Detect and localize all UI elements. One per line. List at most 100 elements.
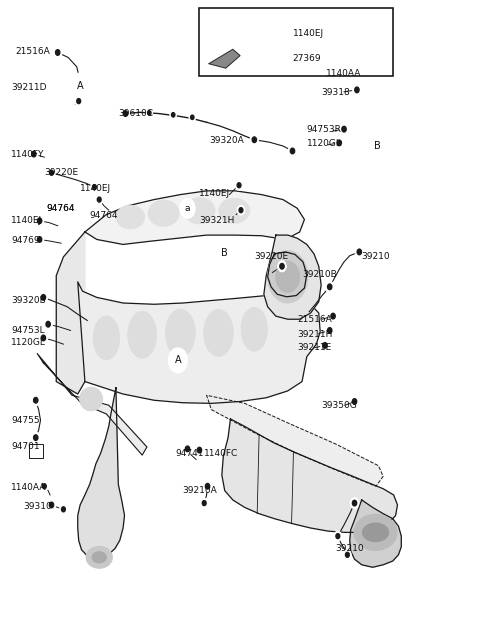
Circle shape xyxy=(357,249,361,255)
Circle shape xyxy=(49,502,54,508)
Text: 39220E: 39220E xyxy=(254,252,288,262)
Circle shape xyxy=(342,126,346,132)
Text: 94755: 94755 xyxy=(11,416,39,424)
Text: 21516A: 21516A xyxy=(16,47,50,56)
Ellipse shape xyxy=(80,387,103,411)
Ellipse shape xyxy=(86,546,112,568)
Circle shape xyxy=(204,14,217,32)
Circle shape xyxy=(77,99,81,103)
Circle shape xyxy=(325,325,334,336)
Text: 39220E: 39220E xyxy=(44,168,78,177)
Circle shape xyxy=(121,108,130,119)
Bar xyxy=(199,8,393,76)
Polygon shape xyxy=(37,354,147,455)
Circle shape xyxy=(49,170,53,175)
Polygon shape xyxy=(85,191,304,244)
Circle shape xyxy=(93,185,96,190)
Polygon shape xyxy=(222,419,397,532)
Circle shape xyxy=(329,310,337,322)
Circle shape xyxy=(37,218,42,223)
Circle shape xyxy=(32,151,36,157)
Circle shape xyxy=(56,49,60,55)
Text: 94741: 94741 xyxy=(176,449,204,458)
Circle shape xyxy=(237,205,245,215)
Circle shape xyxy=(168,348,188,373)
Text: 1140EJ: 1140EJ xyxy=(292,29,324,38)
Text: 39210: 39210 xyxy=(336,544,364,553)
Circle shape xyxy=(278,260,286,272)
Circle shape xyxy=(215,241,234,265)
Circle shape xyxy=(53,47,62,58)
Circle shape xyxy=(335,137,344,148)
Text: 39610C: 39610C xyxy=(118,109,153,118)
Text: 21516A: 21516A xyxy=(297,315,332,324)
Circle shape xyxy=(353,85,361,96)
Text: B: B xyxy=(374,141,381,151)
Circle shape xyxy=(40,481,48,491)
Circle shape xyxy=(97,197,101,202)
Circle shape xyxy=(352,399,357,404)
Circle shape xyxy=(252,137,256,143)
Ellipse shape xyxy=(362,523,389,541)
Ellipse shape xyxy=(354,515,397,550)
Circle shape xyxy=(323,342,327,348)
Text: 1120GL: 1120GL xyxy=(307,139,342,148)
Ellipse shape xyxy=(92,552,107,563)
Bar xyxy=(29,444,43,458)
Circle shape xyxy=(337,140,341,146)
Text: 94753L: 94753L xyxy=(11,326,45,335)
Circle shape xyxy=(191,115,194,120)
Circle shape xyxy=(34,398,38,403)
Circle shape xyxy=(60,505,67,515)
Circle shape xyxy=(360,68,364,74)
Circle shape xyxy=(321,340,329,351)
Circle shape xyxy=(288,145,297,156)
Polygon shape xyxy=(78,387,124,557)
Circle shape xyxy=(210,29,217,38)
Circle shape xyxy=(185,446,190,452)
Circle shape xyxy=(148,111,151,115)
Circle shape xyxy=(237,183,241,188)
Circle shape xyxy=(355,87,359,93)
Circle shape xyxy=(239,208,243,213)
Circle shape xyxy=(61,507,65,512)
Circle shape xyxy=(183,443,192,454)
Text: 39210: 39210 xyxy=(362,252,390,262)
Circle shape xyxy=(325,281,334,292)
Text: B: B xyxy=(221,248,228,258)
Circle shape xyxy=(276,261,300,292)
Text: a: a xyxy=(208,19,213,28)
Circle shape xyxy=(346,552,349,557)
Text: 1140EJ: 1140EJ xyxy=(199,189,230,198)
Text: 39318: 39318 xyxy=(321,88,350,97)
Circle shape xyxy=(44,319,52,330)
Circle shape xyxy=(327,327,332,333)
Circle shape xyxy=(39,332,48,344)
Circle shape xyxy=(200,498,208,508)
Text: 39320B: 39320B xyxy=(11,296,46,305)
Ellipse shape xyxy=(241,307,267,351)
Text: 94701: 94701 xyxy=(11,443,39,451)
Polygon shape xyxy=(209,49,240,68)
Circle shape xyxy=(71,73,90,98)
Polygon shape xyxy=(56,232,85,394)
Circle shape xyxy=(35,234,44,245)
Circle shape xyxy=(280,264,284,269)
Ellipse shape xyxy=(166,309,195,357)
Polygon shape xyxy=(268,252,307,297)
Polygon shape xyxy=(264,235,321,319)
Circle shape xyxy=(48,168,55,178)
Text: 94764: 94764 xyxy=(90,212,118,220)
Circle shape xyxy=(195,444,204,456)
Circle shape xyxy=(91,182,98,192)
Polygon shape xyxy=(206,395,383,486)
Ellipse shape xyxy=(204,310,233,356)
Text: 27369: 27369 xyxy=(292,54,321,63)
Circle shape xyxy=(32,394,40,406)
Circle shape xyxy=(146,108,153,117)
Circle shape xyxy=(290,148,295,154)
Circle shape xyxy=(344,550,351,560)
Circle shape xyxy=(30,148,38,160)
Text: 94764: 94764 xyxy=(47,204,75,213)
Circle shape xyxy=(205,483,210,489)
